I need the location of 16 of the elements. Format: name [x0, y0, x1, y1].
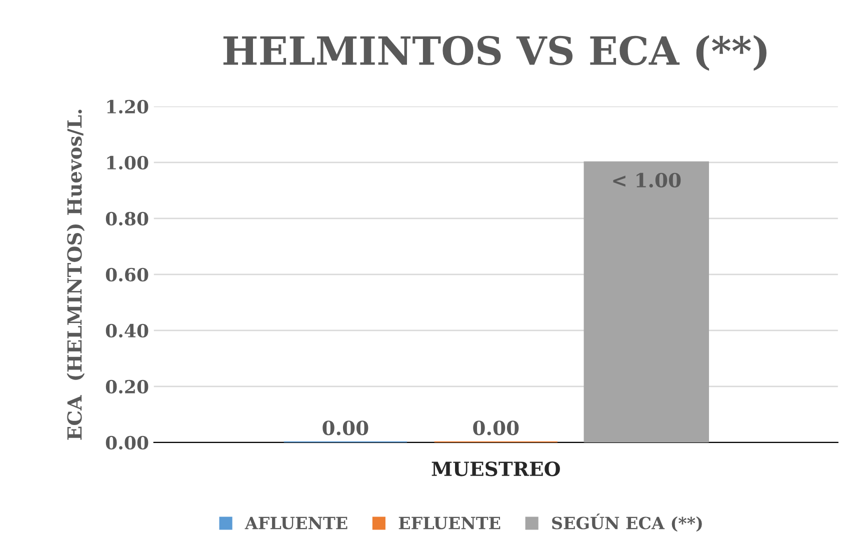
y-tick-label: 0.40	[106, 324, 148, 338]
legend-label: EFLUENTE	[398, 516, 500, 530]
y-axis-title: ECA (HELMINTOS) Huevos/L.	[66, 110, 85, 440]
legend-label: SEGÚN ECA (**)	[552, 514, 702, 532]
data-label: 0.00	[322, 420, 368, 436]
y-tick-label: 0.80	[106, 212, 148, 226]
y-tick-label: 0.20	[106, 380, 148, 394]
y-tick-label: 1.20	[107, 100, 148, 114]
y-tick-label: 0.60	[106, 268, 148, 282]
x-axis-title: MUESTREO	[432, 461, 560, 476]
y-tick-label: 1.00	[107, 156, 148, 170]
y-tick-label: 0.00	[106, 436, 148, 450]
legend-label: AFLUENTE	[244, 516, 348, 530]
chart-title: HELMINTOS VS ECA (**)	[223, 35, 766, 71]
data-label: 0.00	[473, 420, 519, 436]
data-label: < 1.00	[613, 172, 681, 188]
